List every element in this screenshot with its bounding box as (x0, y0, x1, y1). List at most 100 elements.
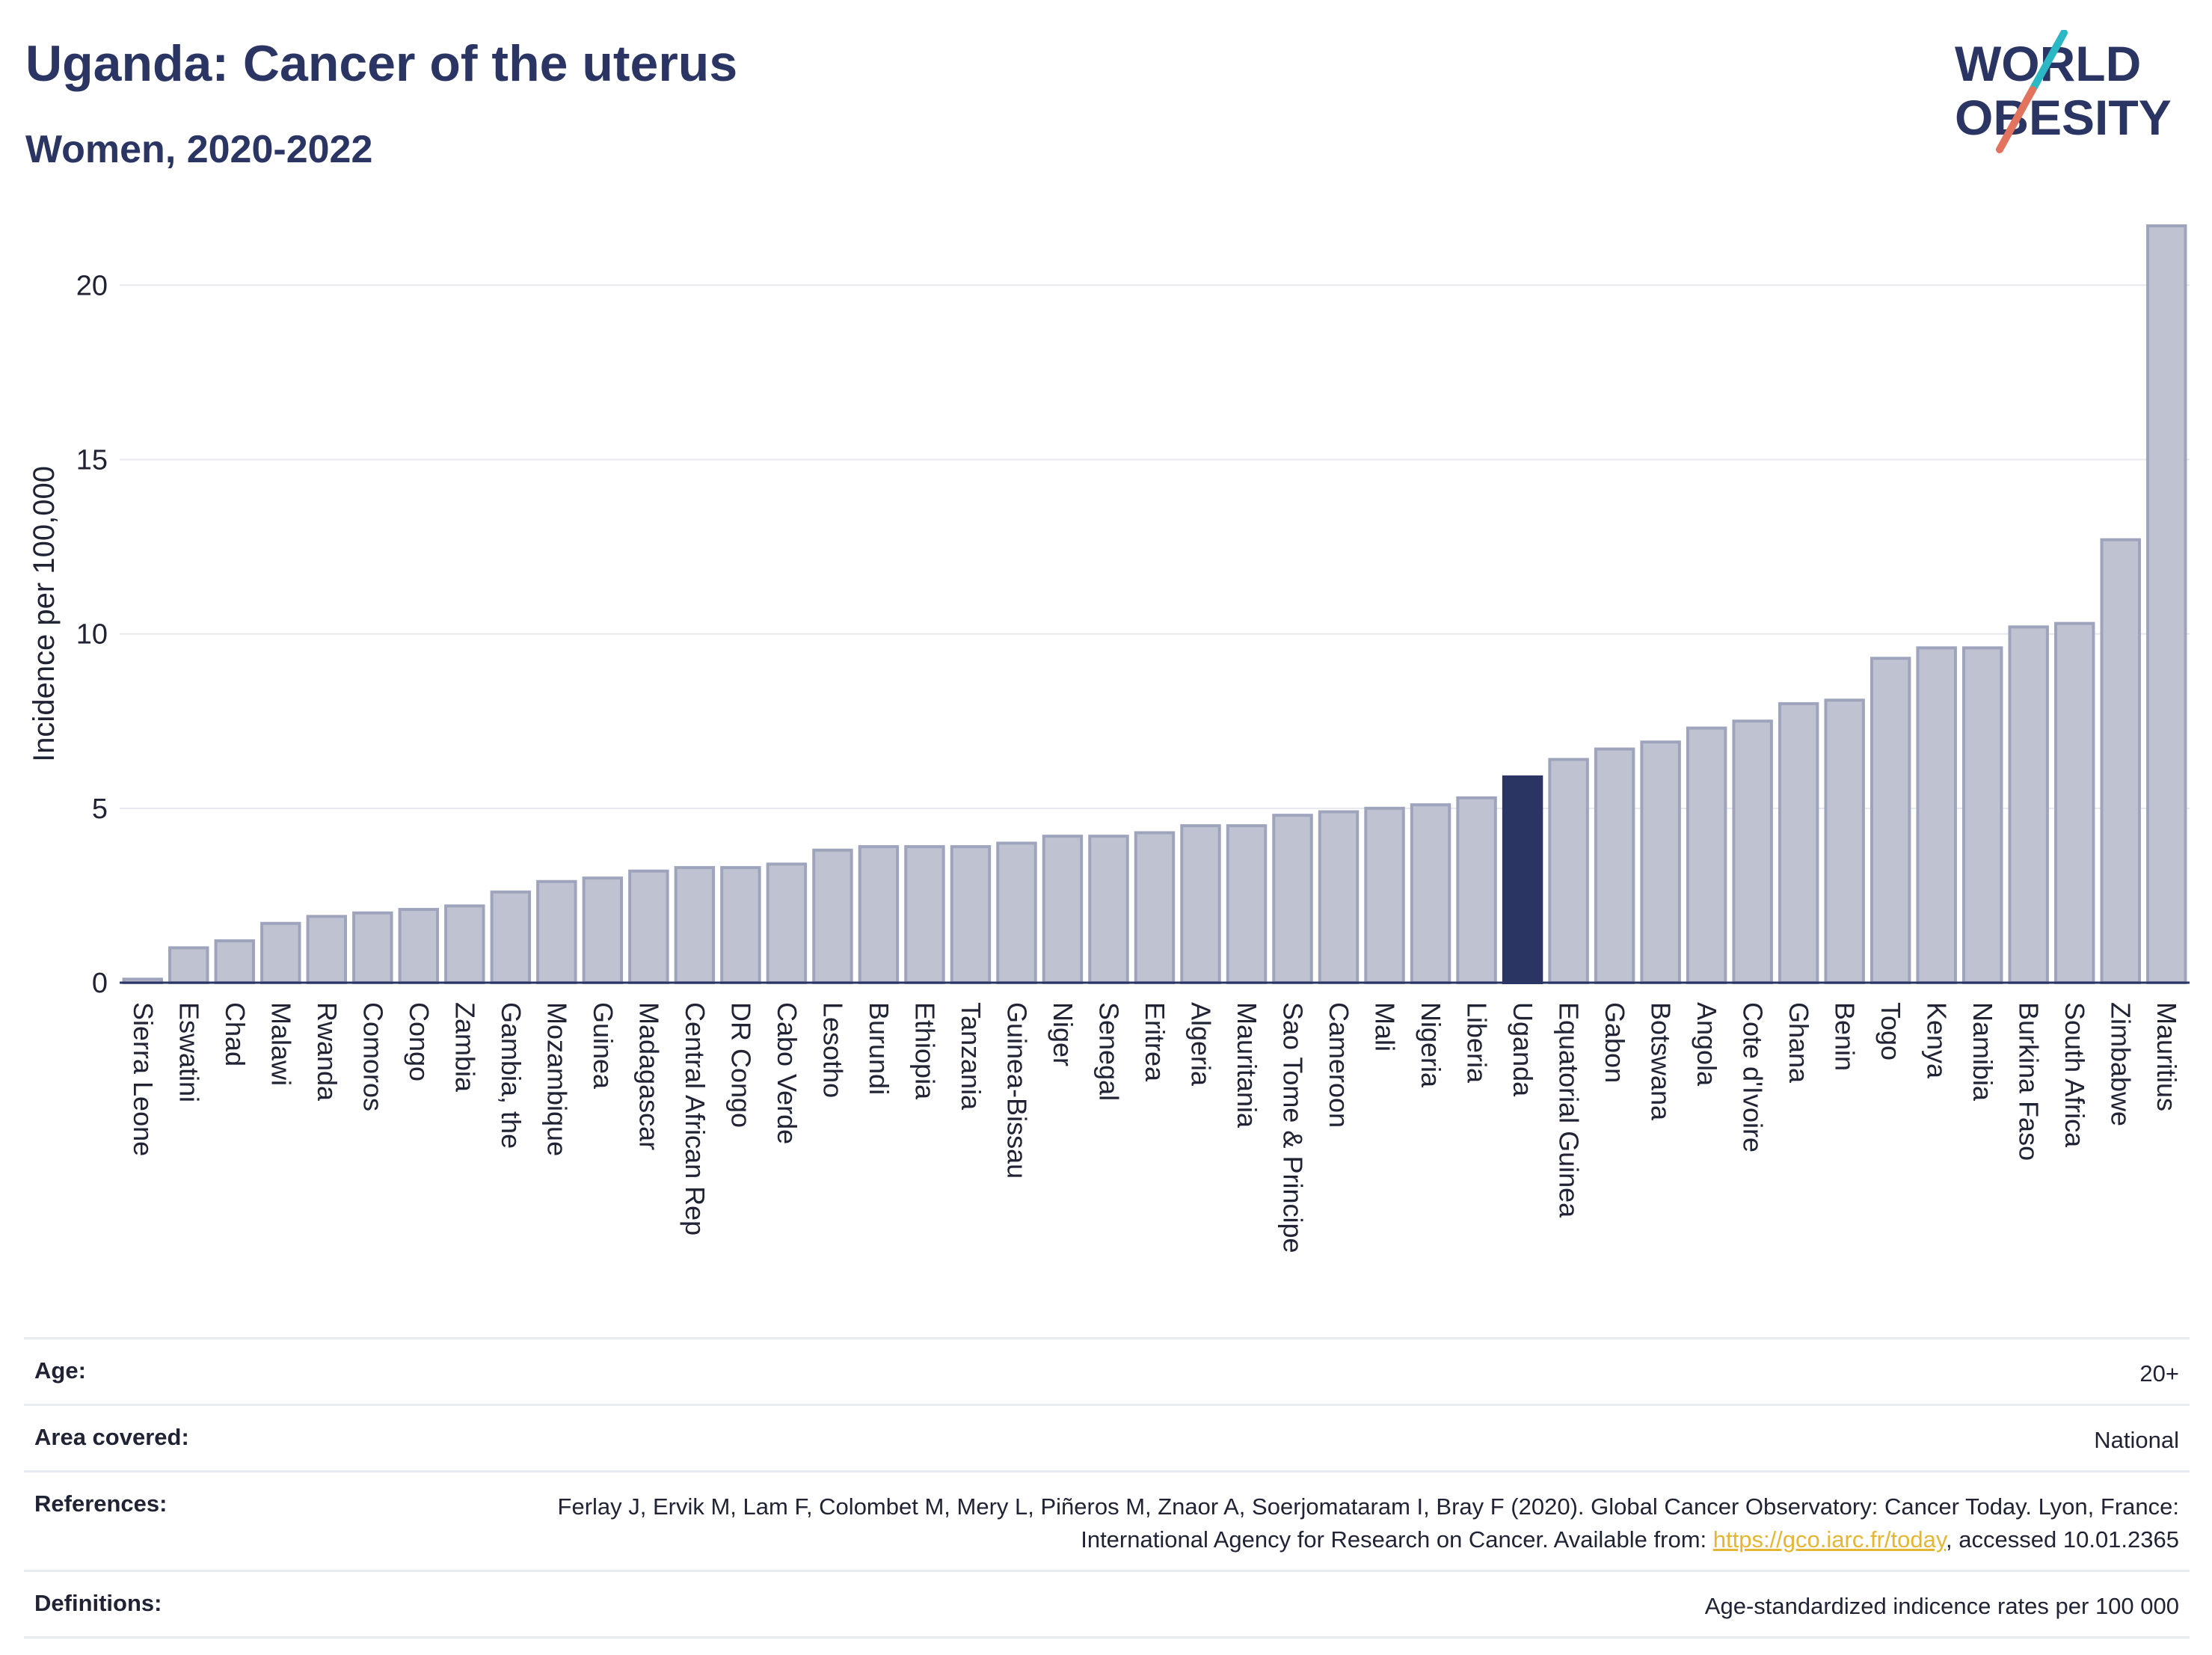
bar (1410, 803, 1451, 984)
x-tick-label: Burundi (864, 1002, 894, 1095)
x-tick-label: Angola (1692, 1002, 1722, 1087)
y-tick-label: 15 (76, 444, 108, 476)
x-tick-label: Sao Tome & Principe (1278, 1002, 1309, 1253)
bar (214, 939, 255, 985)
x-tick-label: Ethiopia (909, 1002, 940, 1100)
bar (490, 890, 532, 985)
x-tick-label: South Africa (2059, 1002, 2090, 1148)
logo-slash-bottom (1996, 86, 2036, 153)
y-tick-label: 0 (92, 968, 108, 999)
y-axis-label: Incidence per 100,000 (28, 466, 61, 762)
y-tick-label: 5 (92, 793, 108, 825)
x-tick-label: Madagascar (633, 1002, 664, 1150)
references-link[interactable]: https://gco.iarc.fr/today (1712, 1526, 1947, 1553)
bar (444, 904, 485, 985)
bar (1180, 824, 1221, 984)
bar (720, 866, 761, 984)
x-tick-label: Sierra Leone (128, 1002, 159, 1156)
x-tick-label: Gabon (1600, 1002, 1630, 1083)
bar (1134, 831, 1176, 984)
references-value: Ferlay J, Ervik M, Lam F, Colombet M, Me… (534, 1490, 2179, 1556)
references-text-2: , accessed 10.01.2365 (1946, 1526, 2179, 1553)
x-tick-label: Comoros (357, 1002, 388, 1111)
definitions-value: Age-standardized indicence rates per 100… (1704, 1593, 2179, 1619)
x-tick-label: Mauritania (1232, 1002, 1262, 1129)
x-tick-label: Eswatini (173, 1002, 204, 1102)
bar (1732, 719, 1773, 985)
x-tick-label: Liberia (1462, 1002, 1493, 1084)
bar (1961, 646, 2003, 984)
x-tick-label: Cameroon (1324, 1002, 1354, 1128)
bar (260, 921, 301, 984)
x-tick-label: Zimbabwe (2106, 1002, 2136, 1126)
bar-highlight (1502, 775, 1543, 984)
bar (1456, 796, 1497, 984)
y-tick-label: 20 (76, 270, 108, 301)
bar (1640, 740, 1681, 985)
bar (1686, 726, 1727, 985)
info-row-age: Age: 20+ (24, 1337, 2190, 1404)
x-tick-label: Eritrea (1140, 1002, 1170, 1082)
x-tick-label: Congo (404, 1002, 434, 1081)
x-tick-label: Senegal (1093, 1002, 1124, 1101)
bar (1778, 701, 1819, 985)
x-tick-label: Lesotho (817, 1002, 848, 1098)
chart-title: Uganda: Cancer of the uterus (25, 35, 738, 92)
x-tick-label: Tanzania (956, 1002, 986, 1111)
bar (582, 876, 624, 985)
x-tick-label: Kenya (1922, 1002, 1953, 1079)
x-tick-label: Cabo Verde (772, 1002, 802, 1144)
references-text-1: Ferlay J, Ervik M, Lam F, Colombet M, Me… (557, 1493, 2179, 1553)
x-tick-label: DR Congo (725, 1002, 756, 1128)
bar (950, 845, 992, 984)
x-tick-label: Chad (220, 1002, 251, 1066)
info-table: Age: 20+ Area covered: National Referenc… (24, 1337, 2190, 1639)
bar (1824, 698, 1865, 985)
bar (674, 866, 716, 984)
bar (812, 848, 853, 985)
bar (628, 869, 669, 985)
bar-chart: 0 5 10 15 20 Sierra Leone Eswatini Chad Malawi R… (28, 224, 2190, 1253)
x-tick-label: Central African Rep (680, 1002, 710, 1235)
x-tick-label: Malawi (265, 1002, 296, 1086)
x-tick-label: Mali (1370, 1002, 1401, 1051)
bar (536, 879, 577, 984)
bar (996, 841, 1037, 985)
bar (1594, 747, 1635, 984)
bar (1318, 810, 1360, 984)
bar (1042, 835, 1084, 985)
logo-slash-top (2029, 30, 2068, 93)
bar (904, 845, 945, 984)
world-obesity-logo: WORLD OBESITY (1955, 30, 2172, 153)
chart-subtitle: Women, 2020-2022 (25, 128, 373, 171)
info-row-references: References: Ferlay J, Ervik M, Lam F, Co… (24, 1470, 2190, 1570)
bar (1364, 806, 1405, 985)
bar (1916, 646, 1957, 984)
bar (766, 862, 808, 985)
info-row-area: Area covered: National (24, 1404, 2190, 1470)
bar (1870, 657, 1911, 984)
y-tick-label: 10 (76, 619, 108, 651)
definitions-label: Definitions: (34, 1590, 162, 1616)
bar (398, 908, 440, 984)
references-label: References: (34, 1490, 168, 1517)
x-tick-label: Rwanda (312, 1002, 342, 1102)
x-tick-labels: Sierra Leone Eswatini Chad Malawi Rwanda Como… (128, 1002, 2182, 1253)
bar (2100, 538, 2141, 984)
x-tick-label: Guinea (588, 1002, 618, 1090)
x-tick-label: Mauritius (2151, 1002, 2182, 1111)
bar (2146, 224, 2187, 984)
bar (1226, 824, 1268, 984)
y-tick-labels: 0 5 10 15 20 (76, 270, 108, 999)
logo-line2: OBESITY (1955, 90, 2172, 145)
info-row-definitions: Definitions: Age-standardized indicence … (24, 1570, 2190, 1639)
x-tick-label: Algeria (1186, 1002, 1217, 1087)
age-value: 20+ (2139, 1360, 2179, 1387)
bar (352, 911, 393, 985)
x-tick-label: Togo (1875, 1002, 1906, 1060)
x-tick-label: Mozambique (541, 1002, 572, 1156)
x-tick-label: Zambia (449, 1002, 480, 1093)
x-tick-label: Ghana (1784, 1002, 1814, 1084)
age-label: Age: (34, 1357, 86, 1384)
x-tick-label: Uganda (1508, 1002, 1538, 1097)
